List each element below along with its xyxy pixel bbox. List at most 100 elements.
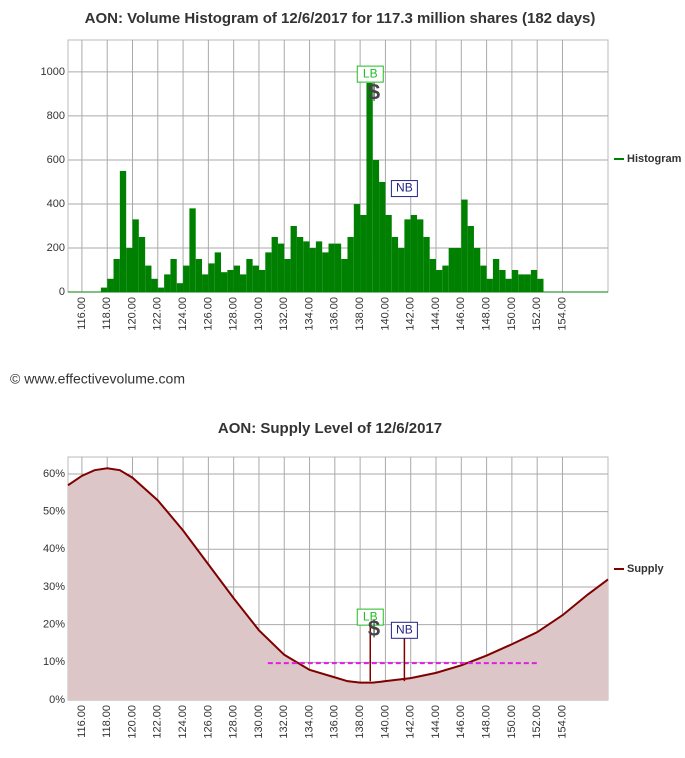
annotation-box [390,180,418,198]
bar [398,247,405,292]
x-tick-label: 128.00 [228,705,240,739]
bar [119,170,127,292]
bar [404,219,411,292]
x-tick-label: 118.00 [101,705,113,738]
chart-title: AON: Supply Level of 12/6/2017 [218,420,442,437]
y-tick-label: 600 [47,154,65,166]
bar [436,269,443,292]
bar [448,247,455,292]
bar [157,287,165,292]
bar [208,263,215,292]
x-tick-label: 126.00 [202,297,214,331]
x-tick-label: 150.00 [506,705,518,739]
y-tick-label: 60% [43,468,65,480]
bar [113,258,120,292]
bar [360,214,367,292]
x-tick-label: 146.00 [455,297,467,331]
x-tick-label: 154.00 [556,705,568,739]
x-tick-label: 140.00 [379,297,391,331]
x-tick-label: 132.00 [278,297,290,331]
y-tick-label: 400 [47,198,65,210]
x-tick-label: 130.00 [253,297,265,331]
chart-title: AON: Volume Histogram of 12/6/2017 for 1… [85,10,596,27]
x-tick-label: 122.00 [152,705,164,739]
x-tick-label: 136.00 [329,297,341,331]
x-tick-label: 138.00 [354,705,366,739]
bar [277,243,285,292]
bar [107,278,114,292]
x-tick-label: 134.00 [303,705,315,739]
x-tick-label: 118.00 [101,297,113,330]
x-tick-label: 142.00 [405,297,417,331]
bar [170,258,177,292]
bar [252,265,259,292]
bar [265,252,272,292]
annotation-label: LB [363,609,378,623]
bar [353,203,361,292]
x-tick-label: 120.00 [126,297,138,331]
y-tick-label: 0% [49,694,65,706]
bar [524,274,531,292]
x-tick-label: 142.00 [405,705,417,739]
bar [328,243,335,292]
bar [385,214,392,292]
bar [372,159,380,292]
bar [126,247,133,292]
x-tick-label: 128.00 [228,297,240,331]
legend-label: Supply [627,563,665,575]
x-tick-label: 134.00 [303,297,315,331]
y-tick-label: 200 [47,242,65,254]
bar [164,274,171,292]
bar [467,225,474,292]
legend-label: Histogram [627,153,682,165]
bar [454,247,462,292]
bar [423,236,430,292]
bar [284,258,291,292]
bar [290,225,297,292]
bar [379,181,386,292]
bar [189,208,196,292]
line [67,467,609,684]
annotation-box [356,608,384,626]
bar [195,258,203,292]
x-tick-label: 144.00 [430,297,442,331]
bar [176,283,184,292]
bar [246,258,253,292]
x-tick-label: 154.00 [556,297,568,331]
y-tick-label: 20% [43,619,65,631]
bar [309,247,316,292]
bar [233,265,240,292]
x-tick-label: 138.00 [354,297,366,331]
dollar-marker: $ [368,80,380,105]
bar [151,278,158,292]
bar [202,274,209,292]
dollar-marker: $ [368,616,380,641]
annotation-box [390,621,418,639]
bar [499,269,506,292]
bar [296,236,304,292]
bar [366,82,373,293]
x-tick-label: 140.00 [379,705,391,739]
bar [486,278,493,292]
bar [183,265,190,292]
x-tick-label: 124.00 [177,297,189,331]
y-tick-label: 800 [47,110,65,122]
x-tick-label: 116.00 [76,297,88,330]
x-tick-label: 148.00 [481,705,493,739]
y-tick-label: 0 [59,286,65,298]
x-tick-label: 136.00 [329,705,341,739]
x-tick-label: 146.00 [455,705,467,739]
annotation-label: LB [363,66,378,80]
x-tick-label: 152.00 [531,705,543,739]
bar [258,269,266,292]
bar [303,241,310,292]
y-tick-label: 40% [43,543,65,555]
bar [530,269,538,292]
x-tick-label: 152.00 [531,297,543,331]
y-tick-label: 1000 [41,66,65,78]
bar [473,247,481,292]
bar [492,258,500,292]
footer: © www.effectivevolume.com [10,371,185,387]
bar [221,272,228,292]
bar [417,219,424,292]
